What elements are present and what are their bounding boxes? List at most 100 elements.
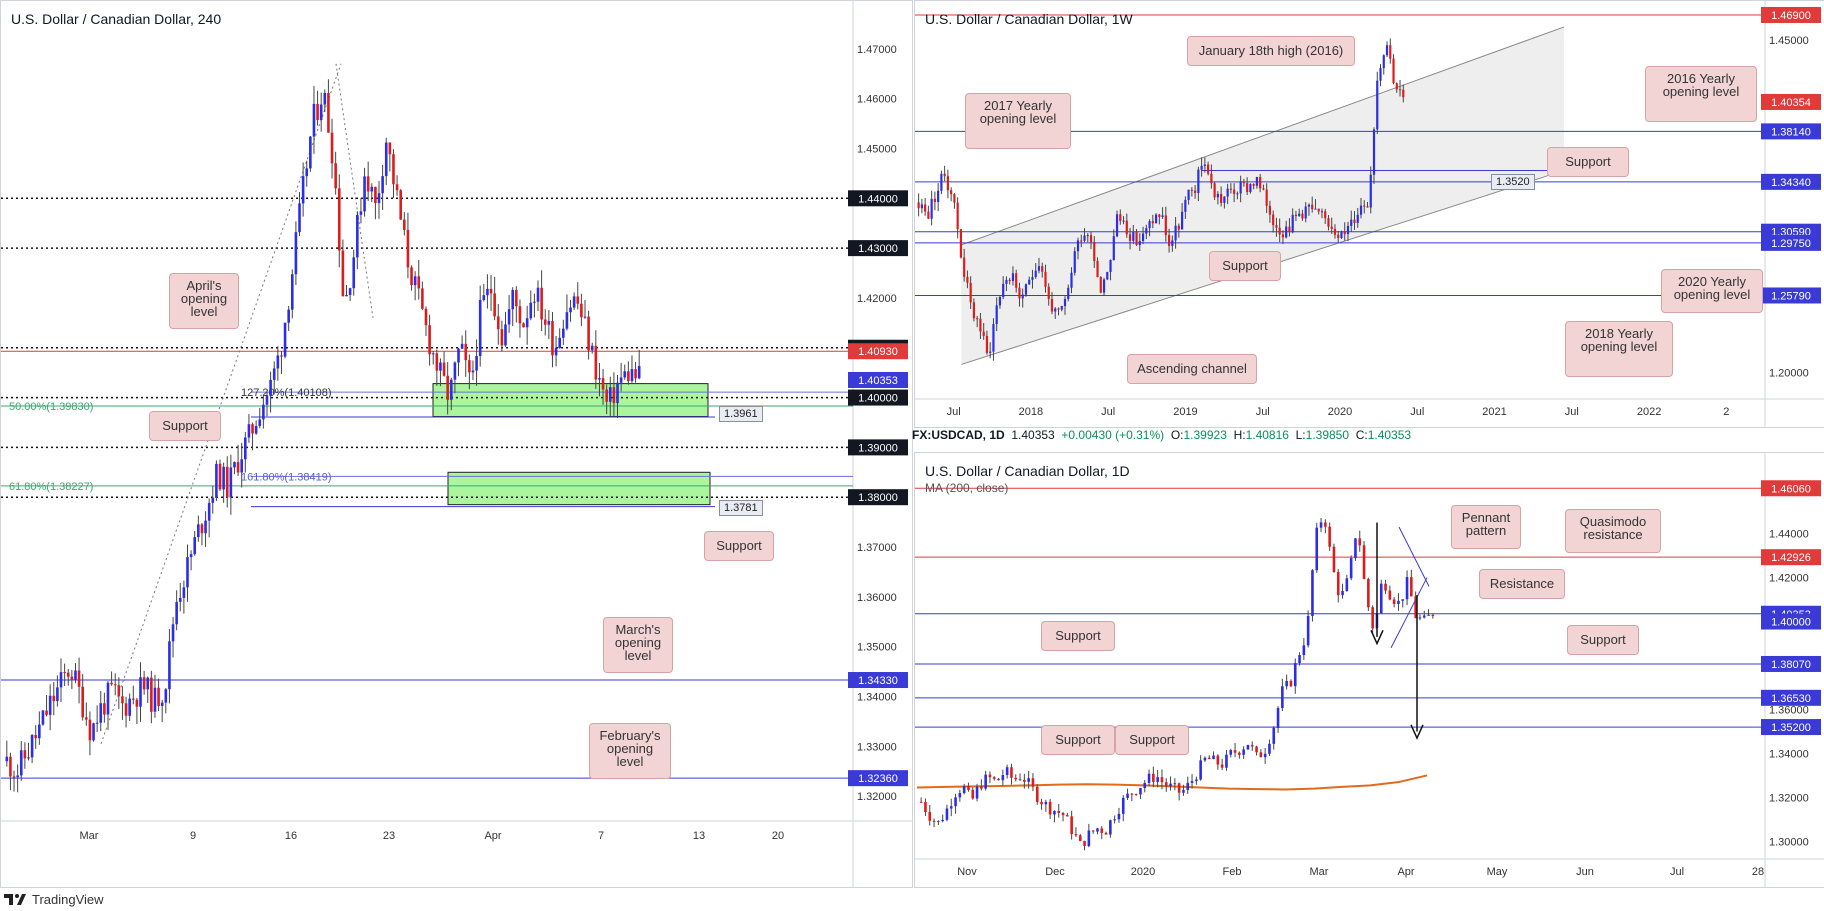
candle-body (215, 463, 218, 498)
chart-d1-canvas[interactable]: 1.44000 1.42000 1.36000 1.34000 1.32000 1.300… (915, 453, 1824, 887)
price-tag: 1.43000 (858, 243, 898, 255)
candle-body (341, 250, 345, 297)
candle-body (1311, 204, 1314, 210)
candle-body (1369, 174, 1372, 208)
candle-body (949, 806, 953, 809)
time-axis-label: Jul (1670, 866, 1684, 878)
candle-body (1125, 220, 1128, 235)
candle-body (1349, 558, 1353, 579)
candle-body (45, 710, 48, 715)
candle-body (946, 176, 950, 191)
candle-body (569, 307, 572, 313)
candle-body (1130, 793, 1134, 795)
chart-h4-canvas[interactable]: 1.47000 1.46000 1.45000 1.44000 1.43000 1.420… (1, 1, 912, 887)
candle-body (1067, 287, 1070, 300)
chart-panel-h4[interactable]: 1.47000 1.46000 1.45000 1.44000 1.43000 1.420… (0, 0, 913, 888)
price-axis-label: 1.47000 (857, 44, 897, 56)
chart-panel-w1[interactable]: 1.45000 1.20000 Jul 2018 Jul 2019 Jul 2020 Jul 20… (914, 0, 1824, 428)
callout-quasimodo-resistance: Quasimodo resistance (1565, 509, 1661, 553)
time-axis-label: May (1487, 866, 1508, 878)
price-axis-label: 1.42000 (1769, 573, 1809, 585)
line-tag-13520: 1.3520 (1491, 174, 1535, 190)
chart-w1-canvas[interactable]: 1.45000 1.20000 Jul 2018 Jul 2019 Jul 2020 Jul 20… (915, 1, 1824, 427)
callout-ascending-channel: Ascending channel (1127, 354, 1257, 384)
time-axis-label: 20 (772, 830, 784, 842)
candle-body (630, 369, 634, 382)
candle-body (1255, 177, 1259, 186)
chart-panel-d1[interactable]: 1.44000 1.42000 1.36000 1.34000 1.32000 1.300… (914, 452, 1824, 888)
candle-body (1229, 750, 1233, 755)
price-tag-bg (848, 672, 908, 689)
candle-body (998, 297, 1002, 306)
price-axis-label: 1.30000 (1769, 836, 1809, 848)
candle-body (1382, 55, 1385, 69)
candle-body (110, 682, 113, 685)
candle-body (1035, 786, 1039, 802)
candle-body (482, 295, 486, 301)
candle-body (540, 287, 543, 320)
time-axis-label: 13 (693, 830, 705, 842)
candle-body (616, 382, 619, 404)
candle-body (1070, 816, 1073, 835)
candle-body (1048, 801, 1052, 815)
candle-body (63, 672, 66, 674)
candle-body (1152, 773, 1155, 782)
tradingview-brand: TradingView (32, 891, 104, 907)
candle-body (1213, 183, 1216, 198)
candle-body (1199, 760, 1202, 780)
candle-body (536, 287, 540, 302)
candle-body (1301, 213, 1304, 219)
candle-body (330, 132, 334, 164)
candle-body (1359, 205, 1363, 215)
candle-body (945, 808, 949, 820)
low-value: 1.39850 (1305, 428, 1350, 442)
candle-body (1054, 308, 1057, 312)
time-axis-label: 28 (1752, 866, 1764, 878)
candle-body (1294, 214, 1298, 217)
time-axis-label: 2022 (1637, 406, 1661, 418)
candle-body (919, 801, 923, 803)
candle-body (99, 703, 103, 723)
candle-body (1034, 270, 1037, 278)
candle-body (197, 524, 200, 538)
candle-body (930, 198, 933, 219)
candle-body (1358, 538, 1362, 546)
candle-body (976, 318, 979, 320)
candle-body (395, 184, 399, 191)
tradingview-footer[interactable]: TradingView (4, 888, 104, 910)
candle-body (424, 308, 428, 326)
candle-body (958, 793, 962, 798)
candle-body (1091, 830, 1095, 832)
candle-body (1229, 188, 1232, 190)
price-tag: 1.38140 (1771, 126, 1811, 138)
price-tag-bg (1761, 6, 1821, 23)
price-tag: 1.39000 (858, 442, 898, 454)
candle-body (1276, 707, 1280, 728)
candle-body (1304, 206, 1307, 219)
price-axis-label: 1.36000 (857, 592, 897, 604)
candle-body (956, 202, 959, 230)
candle-body (594, 345, 598, 380)
candle-body (1337, 234, 1340, 239)
candle-body (1324, 211, 1327, 219)
candle-body (1220, 193, 1223, 203)
time-axis-label: 2018 (1019, 406, 1043, 418)
candle-body (1314, 208, 1317, 210)
time-axis-label: 23 (383, 830, 395, 842)
candle-body (1134, 794, 1138, 796)
candle-body (959, 229, 963, 258)
tradingview-logo-icon (4, 894, 26, 905)
callout-support-d1-left: Support (1041, 725, 1115, 755)
candle-body (1180, 211, 1184, 230)
candle-body (496, 316, 500, 330)
candle-body (493, 293, 496, 317)
candle-body (1074, 834, 1078, 836)
candle-body (1242, 181, 1245, 184)
candle-body (135, 699, 139, 707)
time-axis-label: 2020 (1328, 406, 1352, 418)
candle-body (428, 325, 431, 355)
candle-body (23, 750, 27, 759)
candle-body (933, 198, 936, 203)
callout-pennant-pattern: Pennant pattern (1451, 505, 1521, 549)
callout-aprils-opening-level: April's opening level (169, 273, 239, 329)
